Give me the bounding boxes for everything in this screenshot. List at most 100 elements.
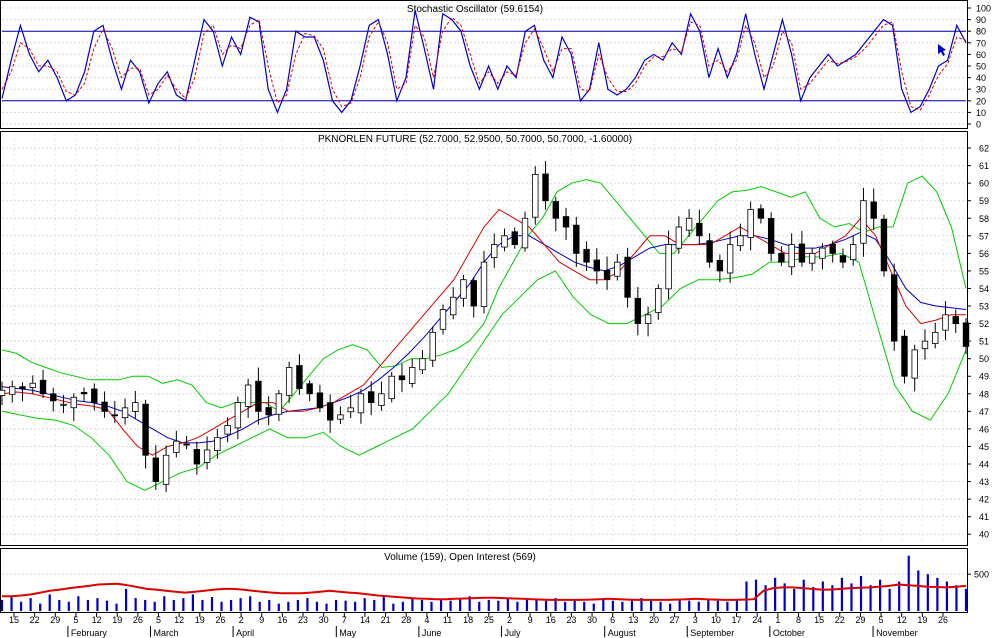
price-tick-label: 56	[979, 249, 989, 259]
candle-body	[603, 270, 611, 281]
candle-body	[296, 365, 303, 389]
candle-body	[460, 279, 467, 299]
price-tick-label: 50	[979, 354, 989, 364]
candlestick	[767, 212, 775, 262]
candle-body	[716, 260, 724, 272]
candlestick	[921, 329, 929, 360]
stochastic-title: Stochastic Oscillator (59.6154)	[407, 4, 543, 15]
x-month-label: September	[690, 628, 734, 638]
x-day-label: 12	[897, 615, 907, 625]
candlestick	[306, 380, 313, 402]
candlestick	[470, 276, 477, 318]
stoch-d-line	[1, 16, 967, 111]
candle-body	[788, 244, 795, 268]
candlestick	[419, 350, 426, 374]
x-day-label: 9	[259, 615, 264, 625]
candle-body	[214, 437, 221, 452]
candlestick	[132, 390, 139, 419]
x-month-label: February	[71, 628, 108, 638]
candlestick	[316, 384, 324, 413]
candlestick	[891, 263, 898, 351]
candlestick	[675, 216, 683, 254]
candle-body	[29, 382, 36, 388]
candlestick	[726, 231, 734, 283]
candle-body	[932, 331, 939, 344]
candlestick	[111, 400, 118, 424]
candlestick	[378, 381, 385, 411]
candlestick	[296, 354, 303, 395]
price-tick-label: 57	[979, 231, 989, 241]
x-month-label: June	[422, 628, 442, 638]
candlestick	[255, 367, 262, 425]
candlestick	[634, 286, 642, 336]
candlestick	[532, 166, 539, 225]
candle-body	[634, 297, 642, 324]
candlestick	[275, 390, 283, 422]
candle-body	[562, 216, 570, 228]
candle-body	[921, 340, 929, 350]
candle-body	[409, 367, 416, 384]
candle-body	[357, 393, 365, 414]
candle-body	[183, 443, 190, 446]
price-title: PKNORLEN FUTURE (52.7000, 52.9500, 50.70…	[318, 134, 632, 145]
candlestick	[80, 387, 88, 402]
candle-body	[511, 231, 518, 245]
cursor-arrow-icon	[938, 44, 946, 56]
candlestick	[614, 253, 621, 281]
x-day-label: 1	[775, 615, 780, 625]
x-day-label: 5	[156, 615, 161, 625]
candlestick	[347, 394, 354, 419]
candle-body	[368, 391, 375, 403]
x-month-label: August	[608, 628, 637, 638]
candle-body	[80, 391, 88, 395]
candlestick	[214, 428, 221, 459]
x-day-label: 9	[528, 615, 533, 625]
x-day-label: 28	[401, 615, 411, 625]
candlestick	[19, 382, 26, 402]
candlestick	[173, 430, 180, 458]
x-day-label: 16	[546, 615, 556, 625]
candlestick	[511, 227, 518, 249]
candlestick	[480, 250, 488, 314]
x-day-label: 19	[112, 615, 122, 625]
candle-body	[480, 261, 488, 307]
candlestick	[285, 361, 293, 403]
stoch-tick-label: 70	[976, 38, 986, 48]
candlestick	[552, 196, 559, 232]
x-day-label: 29	[855, 615, 865, 625]
candlestick	[839, 248, 847, 269]
candle-body	[839, 255, 847, 263]
candlestick	[655, 284, 662, 320]
candlestick	[91, 383, 98, 411]
candlestick	[696, 209, 703, 245]
candle-body	[203, 449, 211, 463]
candle-body	[60, 403, 67, 406]
candle-body	[101, 401, 108, 412]
candlestick	[942, 301, 949, 341]
x-day-label: 30	[587, 615, 597, 625]
price-tick-label: 42	[979, 495, 989, 505]
candle-body	[747, 209, 754, 238]
volume-title: Volume (159), Open Interest (569)	[384, 552, 536, 563]
candlestick	[203, 436, 211, 470]
candlestick	[409, 358, 416, 388]
x-day-label: 26	[215, 615, 225, 625]
candlestick	[737, 223, 744, 252]
candle-body	[573, 224, 580, 254]
candlestick	[121, 398, 129, 425]
x-day-label: 15	[9, 615, 19, 625]
candlestick	[747, 201, 754, 251]
price-tick-label: 60	[979, 179, 989, 189]
x-day-label: 10	[711, 615, 721, 625]
candlestick	[142, 399, 149, 469]
stochastic-layer	[1, 10, 967, 115]
candle-body	[450, 296, 457, 316]
candle-body	[419, 358, 426, 371]
candle-body	[644, 314, 652, 324]
candle-body	[798, 243, 806, 263]
candle-body	[285, 367, 293, 396]
candle-body	[901, 335, 908, 377]
stoch-tick-label: 80	[976, 27, 986, 37]
candlestick	[521, 211, 529, 252]
candle-body	[470, 280, 477, 307]
